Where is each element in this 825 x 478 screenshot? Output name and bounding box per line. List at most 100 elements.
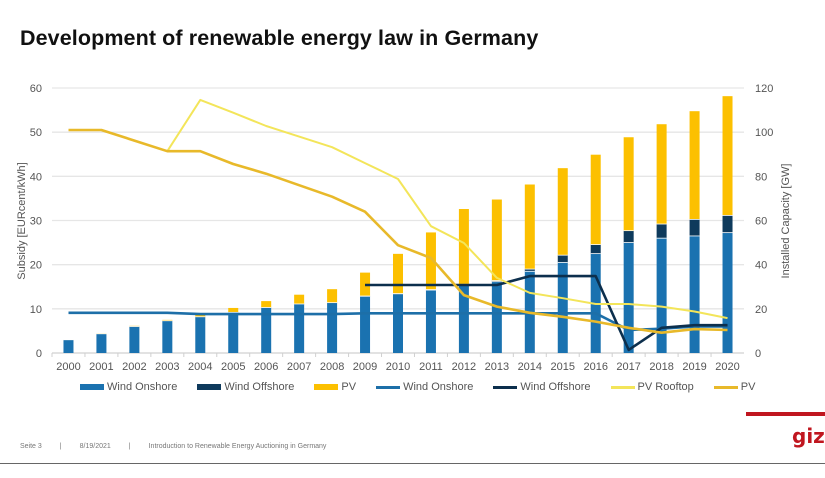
bar-pv — [261, 301, 272, 308]
bar-pv — [294, 294, 305, 304]
x-tick-label: 2005 — [221, 361, 245, 373]
bar-wind-offshore — [524, 269, 535, 272]
legend-label: Wind Onshore — [107, 381, 178, 393]
left-tick-label: 10 — [30, 304, 42, 316]
bar-pv — [689, 111, 700, 220]
left-tick-label: 0 — [36, 348, 42, 360]
bar-wind-onshore — [261, 307, 272, 353]
x-tick-label: 2020 — [715, 361, 739, 373]
bar-pv — [524, 184, 535, 270]
x-axis-ticks: 2000 2001 2002 2003 2004 2005 2006 2007 2008 2009… — [56, 361, 740, 373]
brand-bar — [746, 412, 825, 416]
x-tick-label: 2016 — [583, 361, 607, 373]
footer-separator: | — [128, 443, 131, 450]
x-tick-label: 2014 — [518, 361, 542, 373]
left-axis-ticks: 0 10 20 30 40 50 60 — [30, 83, 42, 360]
bar-wind-onshore — [294, 303, 305, 353]
footer-date: 8/19/2021 — [79, 443, 111, 450]
bar-wind-onshore — [360, 296, 371, 353]
bar-wind-offshore — [656, 224, 667, 239]
line-pv-rooftop — [166, 98, 728, 320]
legend-swatch — [376, 385, 401, 389]
bar-wind-offshore — [722, 215, 733, 233]
legend-item-line-wind-offshore: Wind Offshore — [493, 381, 591, 393]
right-tick-label: 120 — [755, 83, 773, 95]
bar-wind-onshore — [162, 320, 173, 353]
x-tick-label: 2018 — [649, 361, 673, 373]
x-tick-label: 2003 — [155, 361, 179, 373]
x-tick-label: 2001 — [89, 361, 113, 373]
bar-wind-onshore — [458, 284, 469, 353]
legend-swatch — [197, 384, 222, 390]
footer-divider — [0, 463, 825, 464]
bar-pv — [722, 96, 733, 216]
right-axis-ticks: 0 20 40 60 80 100 120 — [755, 83, 773, 360]
legend-swatch — [713, 385, 738, 389]
bar-pv — [623, 137, 634, 231]
right-tick-label: 100 — [755, 127, 773, 139]
footer-subtitle: Introduction to Renewable Energy Auction… — [148, 443, 327, 450]
line-wind-offshore — [365, 274, 728, 352]
legend-swatch — [610, 385, 635, 389]
footer-page: Seite 3 — [20, 443, 42, 450]
bar-wind-onshore — [63, 339, 74, 353]
bar-wind-offshore — [689, 219, 700, 236]
giz-logo: giz — [792, 424, 825, 448]
bar-wind-onshore — [96, 333, 107, 353]
legend-item-line-pv: PV — [713, 381, 755, 393]
x-tick-label: 2004 — [188, 361, 212, 373]
bar-wind-offshore — [491, 280, 502, 282]
bar-wind-offshore — [557, 255, 568, 263]
bar-wind-onshore — [425, 290, 436, 353]
bar-wind-offshore — [590, 244, 601, 254]
x-tick-label: 2015 — [551, 361, 575, 373]
bar-pv — [491, 199, 502, 281]
legend-label: Wind Offshore — [520, 381, 591, 393]
bar-wind-onshore — [327, 302, 338, 353]
legend-label: PV — [341, 381, 357, 393]
left-tick-label: 60 — [30, 83, 42, 95]
legend-swatch — [314, 384, 339, 390]
legend-label: PV Rooftop — [637, 381, 694, 393]
bar-pv — [425, 232, 436, 290]
x-tick-label: 2009 — [353, 361, 377, 373]
bar-wind-onshore — [491, 281, 502, 353]
x-tick-label: 2010 — [386, 361, 410, 373]
line-pv — [68, 128, 728, 334]
legend-item-line-wind-onshore: Wind Onshore — [376, 381, 473, 393]
line-series — [68, 98, 728, 352]
x-tick-label: 2008 — [320, 361, 344, 373]
bar-pv — [590, 154, 601, 245]
bar-pv — [195, 314, 206, 317]
right-tick-label: 80 — [755, 171, 767, 183]
bar-wind-onshore — [623, 242, 634, 353]
left-tick-label: 50 — [30, 127, 42, 139]
bar-wind-onshore — [228, 312, 239, 353]
legend-item-bar-wind-offshore: Wind Offshore — [197, 381, 294, 393]
left-tick-label: 30 — [30, 216, 42, 228]
legend-item-bar-wind-onshore: Wind Onshore — [80, 381, 177, 393]
bar-wind-onshore — [689, 235, 700, 353]
legend-item-line-pv-rooftop: PV Rooftop — [610, 381, 694, 393]
left-axis-title: Subsidy [EURcent/kWh] — [16, 162, 28, 279]
bar-pv — [557, 168, 568, 256]
bar-wind-onshore — [195, 316, 206, 353]
slide-title: Development of renewable energy law in G… — [20, 26, 539, 50]
bar-wind-onshore — [557, 262, 568, 353]
legend-item-bar-pv: PV — [314, 381, 356, 393]
legend-swatch — [80, 384, 104, 390]
x-tick-label: 2000 — [56, 361, 80, 373]
legend-swatch — [493, 385, 518, 389]
legend-label: Wind Offshore — [224, 381, 295, 393]
bar-wind-onshore — [722, 232, 733, 353]
x-tick-label: 2011 — [419, 361, 443, 373]
legend: Wind Onshore Wind Offshore PV Wind Onsho… — [80, 381, 775, 393]
legend-label: Wind Onshore — [403, 381, 474, 393]
footer-separator: | — [59, 443, 62, 450]
bar-pv — [458, 209, 469, 285]
x-tick-label: 2002 — [122, 361, 146, 373]
bar-wind-onshore — [129, 326, 140, 353]
x-tick-label: 2013 — [485, 361, 509, 373]
x-tick-label: 2019 — [682, 361, 706, 373]
